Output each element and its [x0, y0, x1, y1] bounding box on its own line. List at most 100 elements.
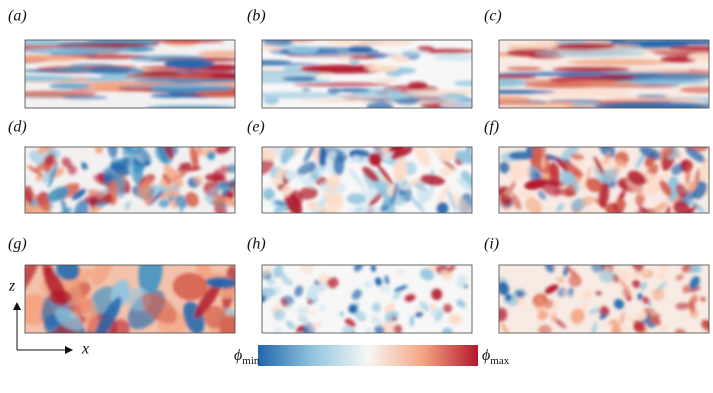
- eddy: [414, 147, 431, 167]
- eddy: [525, 197, 542, 213]
- eddy: [172, 272, 208, 301]
- eddy: [220, 177, 235, 198]
- eddy: [90, 196, 98, 209]
- eddy: [499, 186, 508, 197]
- eddy: [679, 86, 709, 94]
- eddy: [453, 80, 472, 87]
- eddy: [416, 46, 434, 51]
- eddy: [333, 153, 345, 176]
- eddy: [43, 267, 67, 305]
- eddy: [269, 147, 283, 156]
- eddy: [436, 202, 449, 213]
- eddy: [189, 147, 199, 171]
- eddy: [512, 175, 523, 181]
- eddy: [510, 193, 522, 211]
- eddy: [124, 201, 131, 211]
- eddy: [179, 198, 186, 213]
- x-label: x: [81, 341, 89, 358]
- eddy: [616, 158, 627, 168]
- eddy: [94, 147, 104, 154]
- eddy: [294, 285, 304, 297]
- eddy: [637, 292, 643, 301]
- eddy: [406, 192, 426, 213]
- eddy: [420, 48, 472, 54]
- eddy: [675, 302, 691, 310]
- eddy: [545, 265, 555, 273]
- eddy: [220, 165, 231, 173]
- eddy: [560, 147, 580, 161]
- eddy: [689, 309, 699, 319]
- eddy: [570, 153, 585, 161]
- eddy: [621, 67, 690, 73]
- eddy: [403, 161, 417, 176]
- eddy: [379, 285, 392, 294]
- eddy: [292, 82, 391, 87]
- eddy: [439, 100, 472, 108]
- eddy: [685, 160, 691, 186]
- eddy: [353, 204, 381, 213]
- eddy: [273, 326, 282, 333]
- eddy: [138, 265, 163, 295]
- field: [262, 147, 472, 213]
- eddy: [282, 186, 291, 197]
- eddy: [608, 319, 619, 326]
- eddy: [409, 314, 414, 327]
- eddy: [393, 157, 407, 185]
- eddy: [499, 103, 571, 108]
- eddy: [341, 325, 353, 333]
- eddy: [353, 265, 364, 272]
- eddy: [450, 193, 472, 213]
- eddy: [601, 168, 619, 183]
- eddy: [87, 65, 132, 75]
- eddy: [689, 276, 700, 290]
- eddy: [688, 180, 697, 193]
- eddy: [348, 168, 366, 190]
- panel-frame: [261, 264, 473, 334]
- eddy: [366, 102, 394, 108]
- eddy: [642, 296, 650, 305]
- eddy: [415, 311, 423, 318]
- eddy: [392, 55, 410, 63]
- eddy: [556, 202, 564, 213]
- eddy: [598, 74, 639, 79]
- eddy: [47, 162, 58, 189]
- eddy: [530, 147, 547, 165]
- eddy: [456, 274, 468, 288]
- eddy: [505, 294, 512, 302]
- eddy: [554, 188, 577, 197]
- panel-frame: [24, 146, 236, 214]
- eddy: [413, 183, 428, 192]
- eddy: [675, 328, 687, 333]
- eddy: [26, 46, 135, 54]
- eddy: [688, 286, 701, 293]
- eddy: [374, 277, 382, 287]
- eddy: [303, 147, 316, 163]
- eddy: [582, 289, 593, 300]
- eddy: [460, 301, 466, 309]
- colorbar-max: ϕmax: [482, 347, 510, 367]
- eddy: [293, 172, 316, 189]
- eddy: [627, 40, 709, 45]
- eddy: [599, 313, 608, 320]
- eddy: [368, 152, 382, 166]
- eddy: [71, 189, 87, 200]
- eddy: [300, 265, 313, 275]
- eddy: [215, 147, 231, 154]
- eddy: [47, 186, 69, 202]
- field: [25, 40, 235, 108]
- eddy: [206, 151, 216, 161]
- eddy: [158, 198, 170, 208]
- eddy: [138, 176, 155, 200]
- eddy: [552, 66, 631, 73]
- eddy: [537, 178, 566, 187]
- eddy: [25, 40, 62, 46]
- eddy: [141, 292, 178, 324]
- z-label: z: [8, 278, 16, 295]
- eddy: [367, 65, 400, 72]
- eddy: [263, 96, 279, 105]
- eddy: [272, 265, 284, 278]
- eddy: [420, 268, 434, 281]
- eddy: [499, 71, 611, 77]
- eddy: [370, 265, 376, 272]
- eddy: [615, 198, 626, 210]
